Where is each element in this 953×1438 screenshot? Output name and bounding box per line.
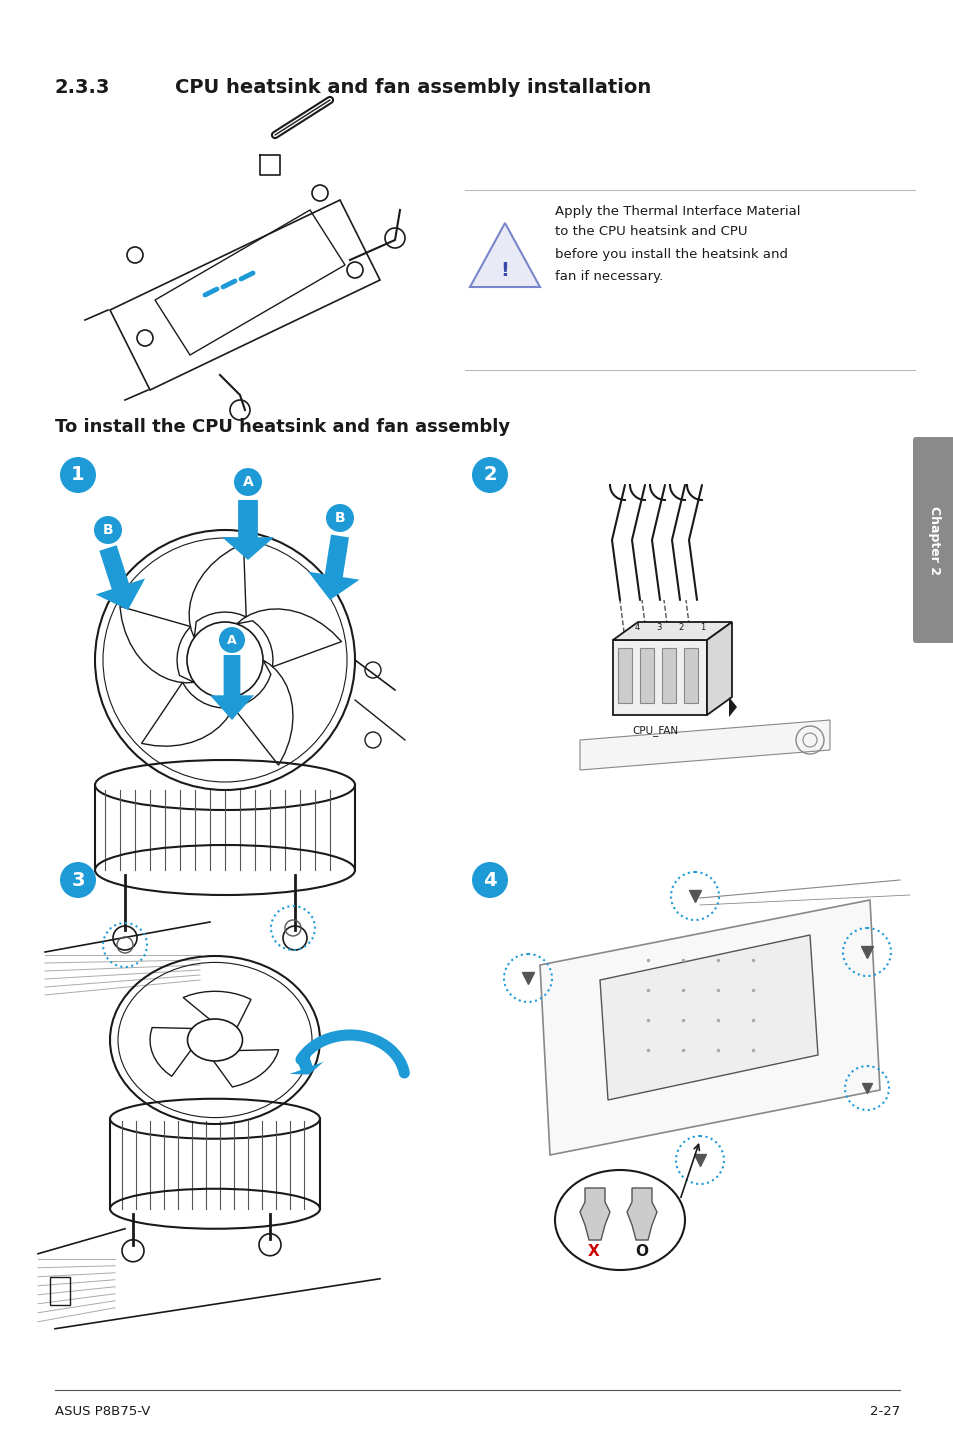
Circle shape — [472, 457, 507, 493]
Circle shape — [233, 467, 262, 496]
Polygon shape — [626, 1188, 657, 1240]
Polygon shape — [539, 900, 879, 1155]
Polygon shape — [579, 1188, 609, 1240]
Text: 3: 3 — [656, 624, 661, 633]
Text: 1: 1 — [700, 624, 705, 633]
Text: to the CPU heatsink and CPU: to the CPU heatsink and CPU — [555, 224, 747, 239]
Text: To install the CPU heatsink and fan assembly: To install the CPU heatsink and fan asse… — [55, 418, 510, 436]
FancyBboxPatch shape — [618, 649, 631, 703]
Polygon shape — [290, 1055, 323, 1074]
Polygon shape — [728, 697, 737, 718]
Text: CPU_FAN: CPU_FAN — [631, 725, 678, 736]
Circle shape — [472, 861, 507, 897]
Text: 2-27: 2-27 — [869, 1405, 899, 1418]
Circle shape — [60, 457, 96, 493]
Ellipse shape — [555, 1171, 684, 1270]
Polygon shape — [308, 535, 359, 600]
Text: 1: 1 — [71, 466, 85, 485]
Text: !: ! — [500, 260, 509, 279]
Text: 2.3.3: 2.3.3 — [55, 78, 111, 96]
FancyBboxPatch shape — [639, 649, 654, 703]
FancyBboxPatch shape — [683, 649, 698, 703]
Polygon shape — [579, 720, 829, 769]
Text: Apply the Thermal Interface Material: Apply the Thermal Interface Material — [555, 206, 800, 219]
Text: A: A — [242, 475, 253, 489]
Text: ASUS P8B75-V: ASUS P8B75-V — [55, 1405, 151, 1418]
Text: 2: 2 — [678, 624, 683, 633]
Polygon shape — [599, 935, 817, 1100]
Text: 2: 2 — [482, 466, 497, 485]
Circle shape — [326, 503, 354, 532]
Polygon shape — [210, 654, 253, 720]
Text: before you install the heatsink and: before you install the heatsink and — [555, 247, 787, 262]
Polygon shape — [706, 623, 731, 715]
Text: X: X — [587, 1244, 599, 1260]
FancyBboxPatch shape — [912, 437, 953, 643]
Polygon shape — [613, 640, 706, 715]
Circle shape — [60, 861, 96, 897]
Text: O: O — [635, 1244, 648, 1260]
Circle shape — [94, 516, 122, 544]
Polygon shape — [613, 623, 731, 640]
FancyBboxPatch shape — [661, 649, 676, 703]
Polygon shape — [95, 545, 145, 610]
Text: fan if necessary.: fan if necessary. — [555, 270, 662, 283]
Text: B: B — [103, 523, 113, 536]
Text: A: A — [227, 634, 236, 647]
Text: 4: 4 — [634, 624, 639, 633]
Polygon shape — [470, 223, 539, 288]
Text: 4: 4 — [482, 870, 497, 890]
Text: CPU heatsink and fan assembly installation: CPU heatsink and fan assembly installati… — [174, 78, 651, 96]
Text: Chapter 2: Chapter 2 — [927, 506, 941, 575]
Text: B: B — [335, 510, 345, 525]
Polygon shape — [222, 500, 274, 559]
Circle shape — [219, 627, 245, 653]
Circle shape — [187, 623, 263, 697]
Text: 3: 3 — [71, 870, 85, 890]
Ellipse shape — [188, 1020, 242, 1061]
